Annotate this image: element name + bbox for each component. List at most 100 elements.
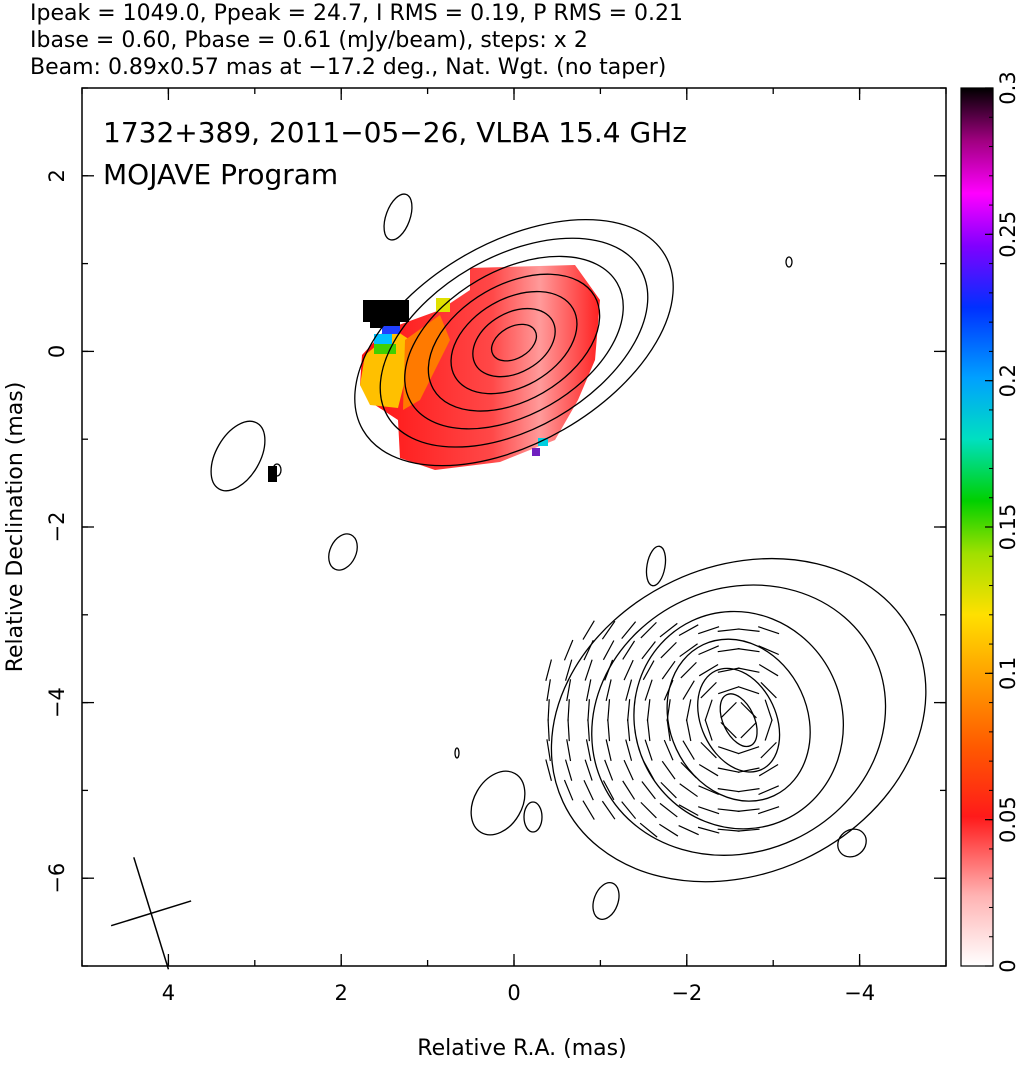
noise-contour — [272, 463, 282, 477]
polarization-vector — [666, 699, 671, 722]
polarization-vector — [758, 663, 779, 677]
blue-pixel — [382, 326, 400, 334]
polarization-vector — [622, 780, 636, 800]
polarization-vector — [663, 679, 674, 701]
header-line-3: Beam: 0.89x0.57 mas at −17.2 deg., Nat. … — [30, 55, 666, 80]
polarization-vector — [660, 641, 677, 659]
noise-contour — [383, 193, 413, 241]
polarization-vector — [602, 640, 615, 661]
polarization-vector — [717, 788, 740, 793]
polarization-vector — [678, 804, 699, 817]
noise-contour — [454, 747, 460, 759]
noise-contour — [592, 882, 620, 920]
colorbar-tick-label: 0.1 — [996, 657, 1020, 690]
polarization-vector — [737, 667, 760, 673]
cyan-pixel-2 — [538, 438, 548, 446]
plot-frame — [81, 87, 947, 967]
polarization-vector — [641, 641, 656, 660]
violet-pixel — [532, 448, 540, 456]
polarization-vector — [738, 686, 760, 695]
polarization-vector — [601, 620, 616, 640]
colorbar-tick-label: 0.25 — [996, 211, 1020, 258]
polarization-vector — [737, 788, 760, 793]
polarization-vector — [680, 761, 697, 779]
polarization-vector — [567, 699, 570, 722]
polarization-vector — [639, 822, 658, 838]
polarization-vector — [545, 759, 553, 781]
core-contour — [404, 255, 624, 430]
polarization-vector — [584, 759, 593, 781]
polarization-vector — [678, 624, 699, 637]
polarization-vector — [566, 679, 572, 702]
x-axis-title: Relative R.A. (mas) — [417, 1036, 626, 1061]
colorbar-tick-label: 0.05 — [996, 796, 1020, 843]
x-tick-label: 2 — [335, 981, 348, 1005]
colorbar-tick-label: 0.2 — [996, 364, 1020, 397]
polarization-vector — [602, 780, 615, 801]
polarization-vector — [644, 739, 653, 761]
noise-contour — [210, 420, 266, 492]
polarization-vector — [607, 699, 611, 722]
polarization-vector — [758, 645, 779, 656]
polarization-vector — [737, 648, 760, 653]
polarization-vector — [625, 739, 633, 761]
polarization-vector — [704, 719, 713, 741]
polarization-vector — [717, 648, 740, 653]
polarization-vector — [718, 746, 740, 755]
polarization-vector — [582, 620, 595, 640]
polarization-vector — [740, 701, 757, 719]
polarization-vector — [582, 800, 595, 820]
title-line-1: 1732+389, 2011−05−26, VLBA 15.4 GHz — [103, 116, 687, 149]
polarization-vector — [737, 808, 760, 812]
polarization-vector — [583, 639, 594, 661]
polarization-vector — [621, 801, 637, 820]
polarization-vector — [547, 699, 550, 722]
polarization-vector — [718, 686, 740, 695]
x-tick-label: 4 — [162, 981, 175, 1005]
polarization-vector — [546, 679, 551, 702]
polarization-vector — [659, 802, 678, 818]
polarization-vector — [545, 659, 553, 681]
polarization-vector — [760, 741, 777, 759]
polarization-vector — [661, 760, 676, 780]
polarization-vector — [666, 719, 671, 742]
polarization-vector — [700, 741, 717, 759]
polarization-vector — [717, 808, 740, 812]
polarization-vector — [660, 781, 677, 799]
polarization-vector — [740, 721, 757, 739]
east-edge-orange — [403, 315, 450, 410]
polarization-vector — [758, 626, 780, 635]
polarization-vector — [682, 740, 695, 760]
polarization-vector — [678, 825, 699, 836]
polarization-vector — [587, 699, 590, 722]
colorbar-tick-label: 0.15 — [996, 504, 1020, 551]
polarization-vector — [698, 645, 719, 656]
polarization-vector — [604, 659, 614, 681]
polarization-vector — [738, 746, 760, 755]
black-pixel — [268, 466, 277, 482]
core-contour — [379, 237, 649, 448]
polarization-vector — [758, 763, 779, 777]
polarization-vector — [627, 719, 631, 742]
noise-contour — [837, 828, 867, 858]
noise-contours — [210, 193, 867, 920]
polarization-vector — [717, 828, 740, 832]
jet-contour — [719, 693, 758, 748]
polarization-vector — [717, 767, 740, 773]
x-tick-label: 0 — [507, 981, 520, 1005]
core-contour — [427, 273, 601, 412]
y-tick-label: −6 — [45, 863, 69, 894]
contour-layer — [354, 218, 927, 883]
polarization-vector — [587, 719, 590, 742]
polarization-vector — [646, 719, 651, 742]
cyan-pixel — [374, 334, 392, 344]
polarization-vector — [564, 759, 573, 781]
polarization-vector — [547, 719, 550, 742]
polarization-vector — [605, 739, 612, 762]
polarization-vector — [621, 621, 637, 640]
polarization-vector — [583, 779, 594, 801]
fractional-polarization-image — [268, 265, 600, 482]
colorbar-tick-label: 0 — [996, 959, 1020, 972]
noise-contour — [470, 770, 526, 836]
